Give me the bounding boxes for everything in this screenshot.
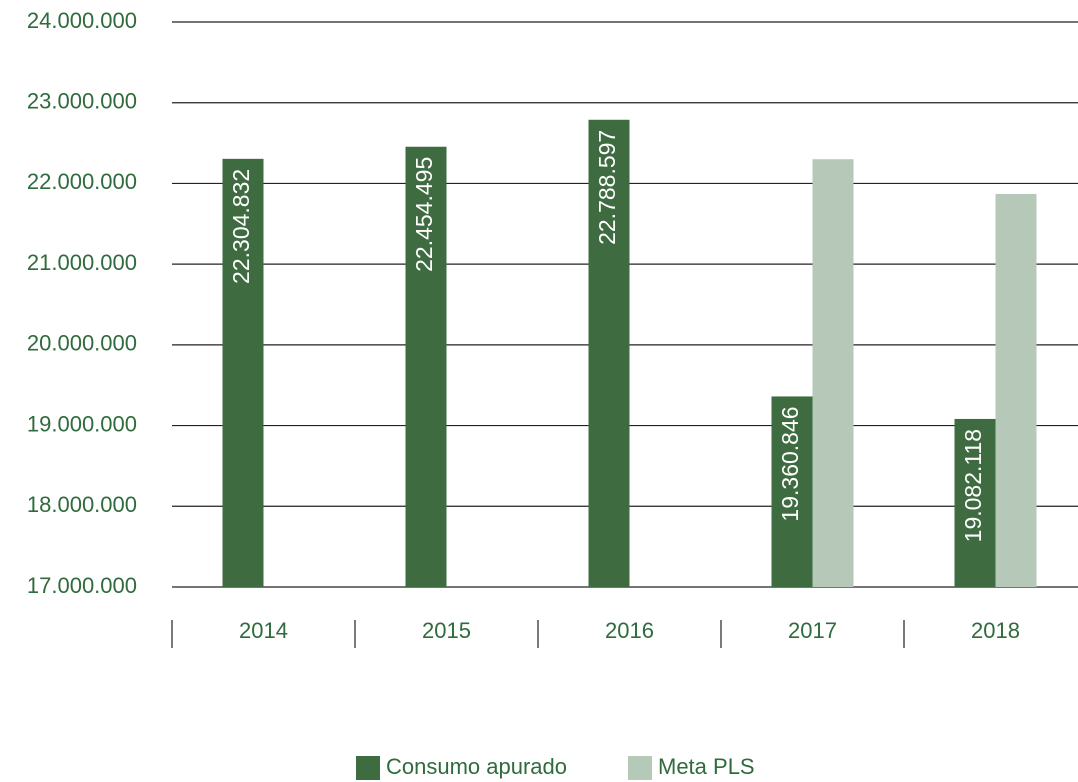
- bar: [222, 158, 264, 587]
- x-tick-label: 2016: [605, 618, 654, 643]
- value-label: 22.304.832: [228, 169, 254, 284]
- y-tick-label: 22.000.000: [27, 169, 137, 194]
- y-tick-label: 18.000.000: [27, 492, 137, 517]
- bar: [405, 146, 447, 588]
- y-tick-label: 19.000.000: [27, 411, 137, 436]
- y-tick-label: 21.000.000: [27, 250, 137, 275]
- legend-label: Meta PLS: [658, 754, 755, 779]
- value-label: 19.082.118: [960, 429, 986, 542]
- bar: [812, 159, 854, 587]
- value-label: 22.454.495: [411, 157, 437, 272]
- value-label: 19.360.846: [777, 406, 803, 521]
- x-tick-label: 2018: [971, 618, 1020, 643]
- legend-swatch: [628, 756, 652, 780]
- x-tick-label: 2015: [422, 618, 471, 643]
- bar: [995, 193, 1037, 587]
- y-tick-label: 23.000.000: [27, 89, 137, 114]
- y-tick-label: 24.000.000: [27, 8, 137, 33]
- bar: [588, 119, 630, 587]
- y-tick-label: 20.000.000: [27, 331, 137, 356]
- x-tick-label: 2014: [239, 618, 288, 643]
- legend-label: Consumo apurado: [386, 754, 567, 779]
- bar: [954, 418, 996, 587]
- y-tick-label: 17.000.000: [27, 573, 137, 598]
- legend-swatch: [356, 756, 380, 780]
- bar: [771, 396, 813, 587]
- value-label: 22.788.597: [594, 130, 620, 245]
- x-tick-label: 2017: [788, 618, 837, 643]
